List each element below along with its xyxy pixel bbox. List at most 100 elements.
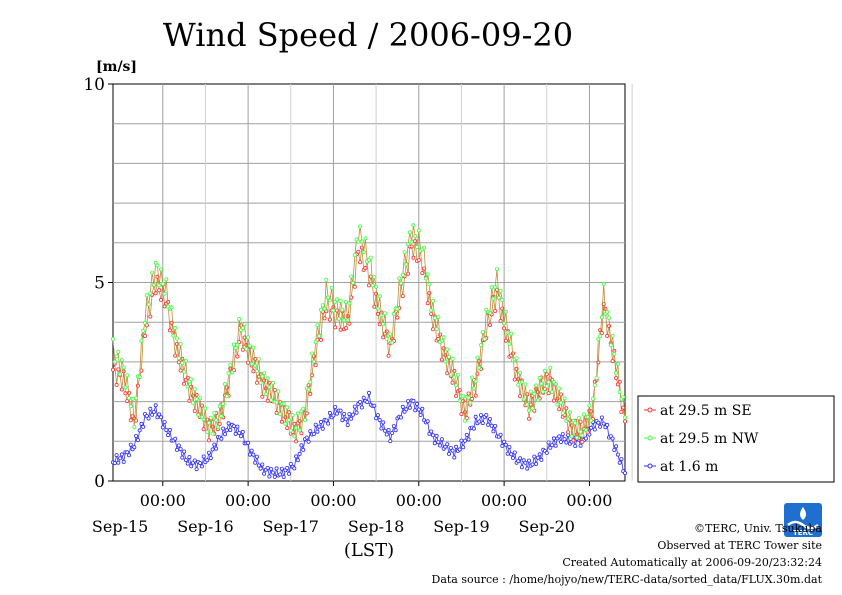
data-point: [167, 427, 172, 432]
data-point: [215, 424, 220, 429]
data-point: [343, 417, 348, 422]
data-point: [576, 416, 581, 421]
data-point: [294, 439, 299, 444]
data-point: [534, 383, 539, 388]
data-point: [281, 474, 286, 479]
data-point: [377, 417, 382, 422]
data-point: [308, 380, 313, 385]
data-point: [158, 297, 163, 302]
data-point: [345, 423, 350, 428]
data-point: [192, 458, 197, 463]
data-point: [118, 456, 123, 461]
data-point: [326, 295, 331, 300]
data-point: [347, 321, 352, 326]
data-point: [519, 465, 524, 470]
data-point: [366, 283, 371, 288]
data-point: [306, 439, 311, 444]
data-point: [427, 282, 432, 287]
data-point: [416, 228, 421, 233]
data-point: [571, 438, 576, 443]
footer-created: Created Automatically at 2006-09-20/23:3…: [562, 556, 822, 569]
data-point: [350, 280, 355, 285]
data-point: [210, 431, 215, 436]
data-point: [382, 428, 387, 433]
data-point: [532, 391, 537, 396]
data-point: [313, 422, 318, 427]
data-point: [249, 361, 254, 366]
data-point: [498, 288, 503, 293]
data-point: [231, 424, 236, 429]
data-point: [262, 471, 267, 476]
data-point: [286, 471, 291, 476]
data-point: [206, 420, 211, 425]
data-point: [487, 310, 492, 315]
x-day-label: Sep-20: [519, 517, 575, 536]
data-point: [265, 376, 270, 381]
data-point: [436, 315, 441, 320]
data-point: [500, 297, 505, 302]
data-point: [142, 320, 147, 325]
data-point: [182, 381, 187, 386]
legend-label: at 29.5 m NW: [660, 431, 759, 447]
data-point: [388, 332, 393, 337]
data-point: [612, 447, 617, 452]
data-point: [173, 436, 178, 441]
data-point: [416, 257, 421, 262]
data-point: [343, 326, 348, 331]
data-point: [450, 448, 455, 453]
data-point: [541, 389, 546, 394]
data-point: [452, 455, 457, 460]
data-point: [562, 437, 567, 442]
data-point: [494, 267, 499, 272]
data-point: [222, 432, 227, 437]
data-point: [201, 417, 206, 422]
data-point: [283, 421, 288, 426]
data-point: [543, 368, 548, 373]
data-point: [363, 265, 368, 270]
data-point: [397, 276, 402, 281]
data-point: [338, 299, 343, 304]
series-layer: [111, 223, 628, 479]
data-point: [567, 410, 572, 415]
data-point: [429, 429, 434, 434]
data-point: [125, 450, 130, 455]
data-point: [192, 408, 197, 413]
data-point: [141, 328, 146, 333]
data-point: [208, 456, 213, 461]
data-point: [235, 424, 240, 429]
data-point: [375, 306, 380, 311]
data-point: [446, 354, 451, 359]
data-point: [244, 347, 249, 352]
data-point: [311, 359, 316, 364]
data-point: [527, 408, 532, 413]
data-point: [402, 250, 407, 255]
data-point: [258, 380, 263, 385]
data-point: [352, 252, 357, 257]
legend-marker: [647, 407, 653, 413]
data-point: [471, 426, 476, 431]
data-point: [352, 404, 357, 409]
data-point: [285, 405, 290, 410]
data-point: [617, 390, 622, 395]
data-point: [562, 396, 567, 401]
data-point: [148, 291, 153, 296]
data-point: [311, 431, 316, 436]
footer-source: Data source : /home/hojyo/new/TERC-data/…: [432, 573, 823, 586]
data-point: [466, 437, 471, 442]
data-point: [358, 260, 363, 265]
data-point: [566, 430, 571, 435]
data-point: [315, 429, 320, 434]
data-point: [160, 425, 165, 430]
data-point: [384, 432, 389, 437]
data-point: [578, 443, 583, 448]
data-point: [130, 396, 135, 401]
data-point: [116, 460, 121, 465]
data-point: [381, 420, 386, 425]
data-point: [607, 315, 612, 320]
data-point: [523, 382, 528, 387]
data-point: [592, 427, 597, 432]
data-point: [623, 419, 628, 424]
data-point: [498, 432, 503, 437]
data-point: [619, 409, 624, 414]
